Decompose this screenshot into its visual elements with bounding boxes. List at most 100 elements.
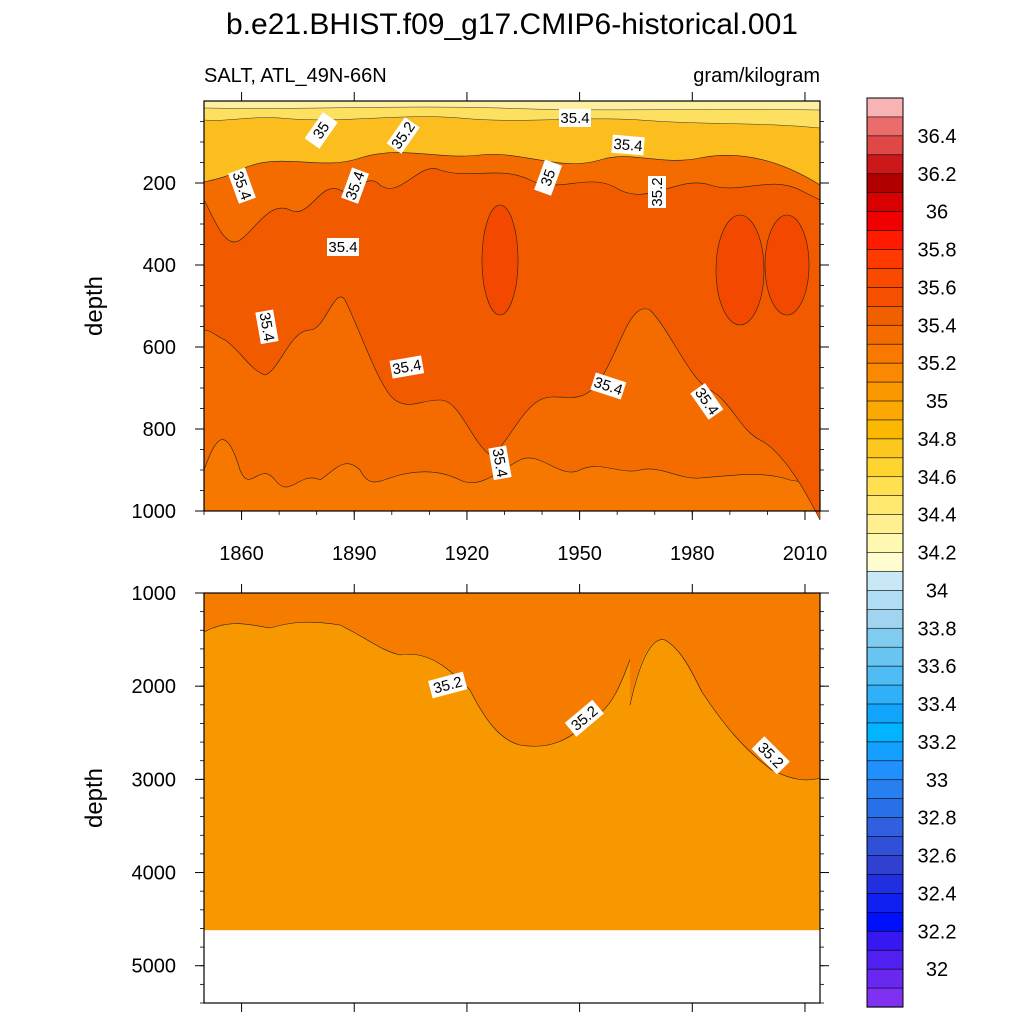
colorbar-swatch <box>866 684 904 705</box>
y-tick-label: 1000 <box>132 501 177 523</box>
contour-label-text: 35.2 <box>649 177 666 206</box>
y-tick-label: 400 <box>143 255 176 277</box>
colorbar-swatch <box>866 590 904 610</box>
colorbar-swatch <box>866 760 904 781</box>
colorbar-swatch <box>866 741 904 762</box>
contour-label: 35 <box>304 112 338 149</box>
upper-shallow-band <box>203 100 821 186</box>
colorbar-swatch <box>866 230 904 251</box>
y-tick-label: 4000 <box>132 863 177 885</box>
contour-label: 35 <box>534 159 562 196</box>
lower-contour-line <box>629 639 821 781</box>
colorbar-swatch <box>866 192 904 213</box>
colorbar-label: 36.2 <box>918 164 957 186</box>
contour-label: 35.4 <box>611 134 645 156</box>
colorbar: 36.4 36.2 36 35.8 35.6 35.4 35.2 35 34.8 34.6 34.4… <box>866 97 957 1008</box>
colorbar-swatch <box>866 874 904 894</box>
contour-label-text: 35.4 <box>560 110 589 127</box>
contour-label: 35.4 <box>255 309 279 345</box>
contour-label: 35.4 <box>389 355 425 379</box>
contour-label-text: 35.2 <box>432 674 465 698</box>
colorbar-swatch <box>866 930 904 951</box>
colorbar-label: 35.4 <box>918 315 957 337</box>
colorbar-label: 33.4 <box>918 694 957 716</box>
colorbar-label: 34.4 <box>918 505 957 527</box>
colorbar-swatch <box>866 627 904 648</box>
x-tick-label: 1920 <box>445 543 490 565</box>
colorbar-swatch <box>866 419 904 440</box>
contour-label-box <box>648 176 666 208</box>
colorbar-label: 33.2 <box>918 732 957 754</box>
colorbar-label: 32.2 <box>918 921 957 943</box>
colorbar-swatch <box>866 817 904 838</box>
colorbar-label: 32 <box>926 959 948 981</box>
lower-top-region-right <box>630 593 820 780</box>
contour-label-text: 35.4 <box>256 311 278 343</box>
lower-ylabel: depth <box>81 768 108 828</box>
upper-deep-region <box>203 439 821 512</box>
upper-x-axis: 1860 1890 1920 1950 1980 2010 <box>203 92 827 565</box>
colorbar-label: 36.4 <box>918 126 957 148</box>
contour-label-box <box>751 736 790 775</box>
x-tick-label: 1950 <box>557 543 602 565</box>
upper-max-cell-2 <box>715 214 765 326</box>
colorbar-swatch <box>866 893 904 913</box>
upper-core-region <box>203 168 821 521</box>
colorbar-swatch <box>866 211 904 232</box>
colorbar-label: 36 <box>926 202 948 224</box>
contour-label-text: 35 <box>310 119 333 142</box>
colorbar-swatch <box>866 514 904 535</box>
colorbar-swatch <box>866 362 904 383</box>
colorbar-swatch <box>866 457 904 478</box>
contour-label-box <box>488 445 512 481</box>
contour-label-box <box>327 238 359 256</box>
contour-label-box <box>611 134 645 156</box>
y-tick-label: 5000 <box>132 956 177 978</box>
colorbar-label: 35.8 <box>918 240 957 262</box>
colorbar-swatch <box>866 779 904 800</box>
colorbar-swatch <box>866 400 904 421</box>
contour-label: 35.4 <box>327 238 359 256</box>
y-tick-label: 600 <box>143 337 176 359</box>
upper-surface-top <box>203 100 821 111</box>
contour-label-box <box>559 109 591 127</box>
colorbar-swatch <box>866 665 904 686</box>
right-string: gram/kilogram <box>693 65 820 87</box>
x-tick-label: 1860 <box>219 543 264 565</box>
colorbar-swatch <box>866 798 904 819</box>
upper-contour-labels: 35 35.235.435.435.4 35.4 35 35.235.435.435.4… <box>228 109 724 481</box>
colorbar-swatch <box>866 646 904 667</box>
x-tick-label: 1890 <box>332 543 377 565</box>
y-tick-label: 800 <box>143 419 176 441</box>
chart-title: b.e21.BHIST.f09_g17.CMIP6-historical.001 <box>226 8 798 41</box>
colorbar-label: 33.8 <box>918 618 957 640</box>
contour-label-box <box>341 167 369 204</box>
lower-x-axis <box>241 584 806 1012</box>
colorbar-swatch <box>866 287 904 307</box>
contour-label-text: 35.4 <box>328 239 357 256</box>
colorbar-swatch <box>866 571 904 591</box>
colorbar-label: 33.6 <box>918 656 957 678</box>
contour-label: 35.2 <box>648 176 666 208</box>
colorbar-swatch <box>866 116 904 137</box>
colorbar-swatch <box>866 381 904 402</box>
colorbar-label: 33 <box>926 770 948 792</box>
contour-label-box <box>564 699 604 737</box>
colorbar-swatch <box>866 855 904 876</box>
contour-label-box <box>590 372 627 400</box>
contour-label-box <box>389 355 425 379</box>
colorbar-swatch <box>866 912 904 932</box>
y-tick-label: 1000 <box>132 583 177 605</box>
colorbar-swatch <box>866 495 904 516</box>
colorbar-swatch <box>866 438 904 459</box>
y-tick-label: 200 <box>143 173 176 195</box>
y-tick-label: 3000 <box>132 769 177 791</box>
colorbar-swatch <box>866 949 904 970</box>
upper-max-cell-1 <box>481 204 519 316</box>
contour-label-text: 35.4 <box>489 447 511 479</box>
colorbar-label: 32.8 <box>918 808 957 830</box>
contour-label-box <box>690 383 724 420</box>
upper-y-axis: 200 400 600 800 1000 <box>132 121 829 523</box>
